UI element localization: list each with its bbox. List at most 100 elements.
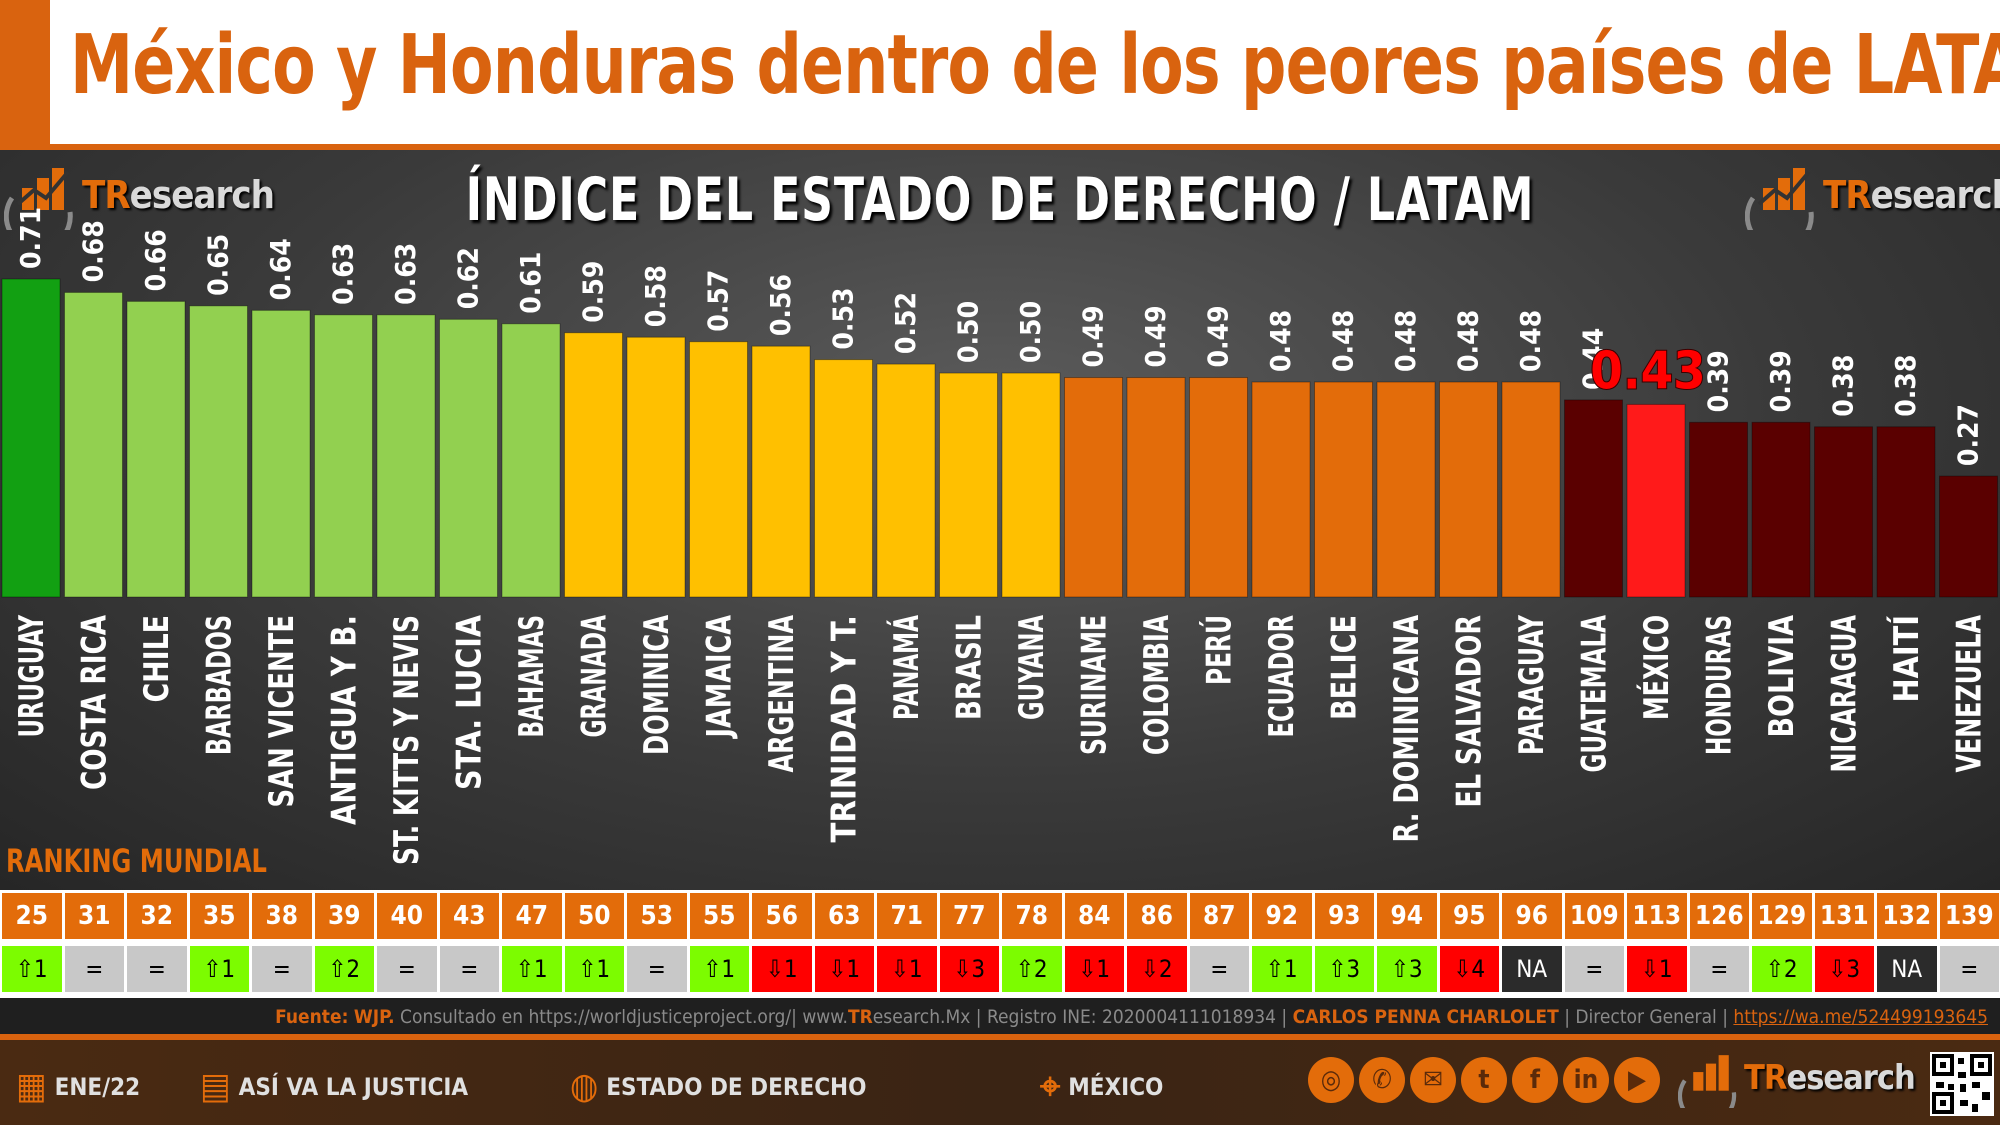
bar-nicaragua [1814,426,1873,598]
rank-change-cell: ⇧1 [2,946,62,992]
category-label: DOMINICA [637,615,677,755]
whatsapp-link[interactable]: https://wa.me/524499193645 [1733,1006,1988,1028]
category-label: STA. LUCIA [450,615,490,790]
rank-change-cell: ⇧2 [314,946,374,992]
value-label: 0.38 [1827,355,1860,417]
bar-haití [1876,426,1936,598]
map-pin-icon: ⌖ [1040,1066,1061,1107]
rank-cell: 129 [1752,893,1812,939]
category-label: MÉXICO [1636,615,1677,720]
bar-sta-lucia [439,318,498,598]
value-label: 0.48 [1389,310,1422,372]
value-label: 0.65 [202,234,235,296]
value-label: 0.50 [1014,301,1047,363]
rank-cell: 56 [752,893,812,939]
category-label: BRASIL [950,615,990,720]
value-label: 0.48 [1264,310,1297,372]
rank-cell: 109 [1564,893,1624,939]
rank-change-cell: = [64,946,124,992]
source-line: Fuente: WJP. Consultado en https://world… [275,1006,1988,1028]
rank-cell: 63 [814,893,874,939]
rank-cell: 31 [64,893,124,939]
qr-code[interactable] [1930,1052,1994,1116]
title-accent-stripe [0,0,50,148]
mail-icon[interactable]: ✉ [1410,1057,1456,1103]
rank-change-cell: ⇧1 [564,946,624,992]
chart-title: ÍNDICE DEL ESTADO DE DERECHO / LATAM [465,165,1535,235]
value-label: 0.61 [514,252,547,314]
rank-change-cell: ⇩1 [1627,946,1687,992]
twitter-icon[interactable]: t [1461,1057,1507,1103]
bar-uruguay [1,278,61,598]
document-chart-icon: ▤ [200,1066,231,1107]
bar-chile [126,300,186,598]
rank-change-cell: ⇧1 [502,946,562,992]
category-label: GUATEMALA [1575,615,1615,773]
bar-guatemala [1564,399,1623,598]
bar-ecuador [1251,381,1311,598]
value-label: 0.48 [1327,310,1360,372]
bar-paraguay [1501,381,1561,598]
rank-change-cell: ⇧1 [689,946,749,992]
rank-cell: 43 [439,893,499,939]
bar-costa-rica [64,291,123,598]
rank-cell: 25 [2,893,62,939]
page-title: México y Honduras dentro de los peores p… [70,18,2000,113]
rank-change-cell: ⇩1 [877,946,937,992]
ranking-label: RANKING MUNDIAL [6,842,267,880]
rank-change-cell: ⇧2 [1752,946,1812,992]
value-label: 0.56 [764,274,797,336]
category-label: BAHAMAS [512,615,552,738]
rank-cell: 78 [1002,893,1062,939]
rank-change-cell: ⇩1 [752,946,812,992]
rank-change-cell: ⇧1 [189,946,249,992]
bar-st-kitts-y-nevis [376,314,436,598]
category-label: COLOMBIA [1137,615,1177,755]
rank-change-cell: NA [1877,946,1937,992]
value-label: 0.53 [827,287,860,349]
value-label: 0.68 [77,220,110,282]
value-label: 0.43 [1590,341,1705,401]
rank-cell: 132 [1877,893,1937,939]
bar-barbados [189,305,248,598]
facebook-icon[interactable]: f [1512,1057,1558,1103]
value-label: 0.38 [1889,355,1922,417]
phone-icon[interactable]: ✆ [1359,1057,1405,1103]
value-label: 0.48 [1514,310,1547,372]
rank-cell: 92 [1252,893,1312,939]
youtube-icon[interactable]: ▶ [1614,1057,1660,1103]
rank-change-cell: ⇩4 [1439,946,1499,992]
rank-cell: 35 [189,893,249,939]
globe-icon[interactable]: ◎ [1308,1057,1354,1103]
value-label: 0.39 [1702,350,1735,412]
logo-text: TResearch [1744,1058,1916,1098]
category-label: PERÚ [1199,615,1240,685]
rank-change-cell: ⇩3 [1814,946,1874,992]
value-label: 0.58 [639,265,672,327]
bar-suriname [1064,377,1123,598]
footer-country: ⌖ MÉXICO [1040,1066,1164,1107]
category-label: ECUADOR [1262,615,1302,738]
calendar-icon: ▦ [16,1066,47,1107]
category-label: ST. KITTS Y NEVIS [387,615,427,865]
footer [0,1040,2000,1125]
logo-footer: TResearch [1677,1048,1916,1125]
rank-cell: 96 [1502,893,1562,939]
rank-change-cell: = [377,946,437,992]
rank-change-cell: = [252,946,312,992]
rank-cell: 53 [627,893,687,939]
footer-stripe [0,1034,2000,1040]
bar-colombia [1126,377,1186,598]
linkedin-icon[interactable]: in [1563,1057,1609,1103]
rank-cell: 38 [252,893,312,939]
rank-change-cell: ⇧1 [1252,946,1312,992]
rank-change-cell: ⇧3 [1314,946,1374,992]
logo-text: TResearch [1823,173,2000,217]
category-label: BARBADOS [200,615,240,755]
logo-chart-icon [3,160,82,251]
value-label: 0.71 [14,207,47,269]
chat-chart-icon: ◍ [570,1066,599,1107]
rank-change-cell: ⇧2 [1002,946,1062,992]
title-bar [0,0,2000,148]
